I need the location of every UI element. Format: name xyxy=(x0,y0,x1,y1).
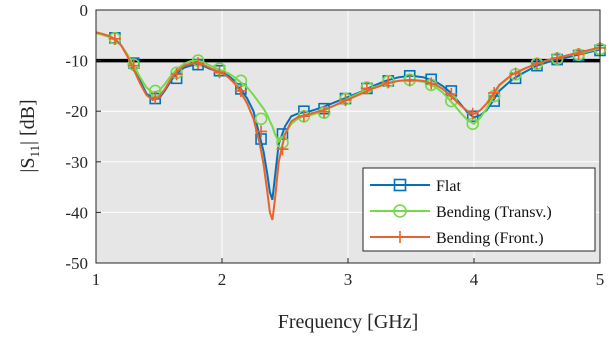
y-tick-label: -40 xyxy=(65,203,88,222)
y-tick-label: -20 xyxy=(65,102,88,121)
data-point-bending-front xyxy=(170,68,183,81)
data-point-bending-front xyxy=(192,57,205,70)
legend-item-bending-front: Bending (Front.) xyxy=(370,230,544,247)
tick-labels: 1 2 3 4 5 0 -10 -20 -30 -40 -50 xyxy=(65,1,604,289)
legend-label-flat: Flat xyxy=(436,178,461,195)
x-tick-label: 3 xyxy=(344,270,353,289)
data-point-bending-front xyxy=(488,86,501,99)
x-tick-label: 2 xyxy=(218,270,227,289)
data-point-flat xyxy=(276,128,289,140)
legend-marker-circle-icon xyxy=(393,204,407,218)
plot-frame xyxy=(95,9,601,264)
data-point-bending-front xyxy=(382,76,395,89)
y-tick-label: -10 xyxy=(65,52,88,71)
data-point-bending-front xyxy=(466,107,479,120)
legend-marker-square-icon xyxy=(393,178,407,192)
data-point-bending-front xyxy=(276,143,289,156)
data-point-bending-front xyxy=(403,74,416,87)
data-point-bending-front xyxy=(360,82,373,95)
data-point-bending-front xyxy=(149,91,162,104)
data-point-bending-front xyxy=(425,77,438,90)
data-point-bending-front xyxy=(531,57,543,70)
series-bending-front xyxy=(95,31,606,221)
data-point-bending-front xyxy=(255,125,268,138)
y-axis-title: |S11| [dB] xyxy=(17,99,42,172)
x-tick-label: 1 xyxy=(92,270,101,289)
data-point-bending-front xyxy=(339,94,352,107)
plot-border xyxy=(95,9,601,264)
legend-item-bending-transv: Bending (Transv.) xyxy=(370,204,552,221)
data-point-bending-transv xyxy=(254,112,268,126)
data-point-bending-front xyxy=(297,110,310,123)
legend-label-bending-transv: Bending (Transv.) xyxy=(436,204,552,221)
data-point-bending-front xyxy=(445,87,458,100)
legend-label-bending-front: Bending (Front.) xyxy=(436,230,544,247)
data-point-bending-front xyxy=(318,105,331,118)
data-point-bending-front xyxy=(572,48,585,61)
data-point-bending-front xyxy=(108,32,121,45)
data-point-bending-front xyxy=(127,59,140,72)
series-group xyxy=(95,31,607,221)
x-axis-title: Frequency [GHz] xyxy=(278,311,419,333)
x-tick-label: 5 xyxy=(596,270,605,289)
legend: Flat Bending (Transv.) Bending (Front.) xyxy=(362,167,596,252)
y-axis-title-tail: | [dB] xyxy=(17,99,39,145)
data-point-bending-front xyxy=(234,84,247,97)
data-point-bending-front xyxy=(213,66,226,79)
legend-marker-plus-icon xyxy=(394,231,406,243)
data-point-bending-front xyxy=(551,52,564,65)
data-point-bending-front xyxy=(509,67,522,80)
legend-item-flat: Flat xyxy=(370,178,461,195)
x-tick-label: 4 xyxy=(470,270,479,289)
y-axis-title-sub: 11 xyxy=(27,145,42,158)
svg-text:|S11| [dB]: |S11| [dB] xyxy=(17,99,42,172)
y-tick-label: 0 xyxy=(80,1,89,20)
y-tick-label: -50 xyxy=(65,254,88,273)
y-tick-label: -30 xyxy=(65,153,88,172)
y-axis-title-main: |S xyxy=(17,158,39,173)
